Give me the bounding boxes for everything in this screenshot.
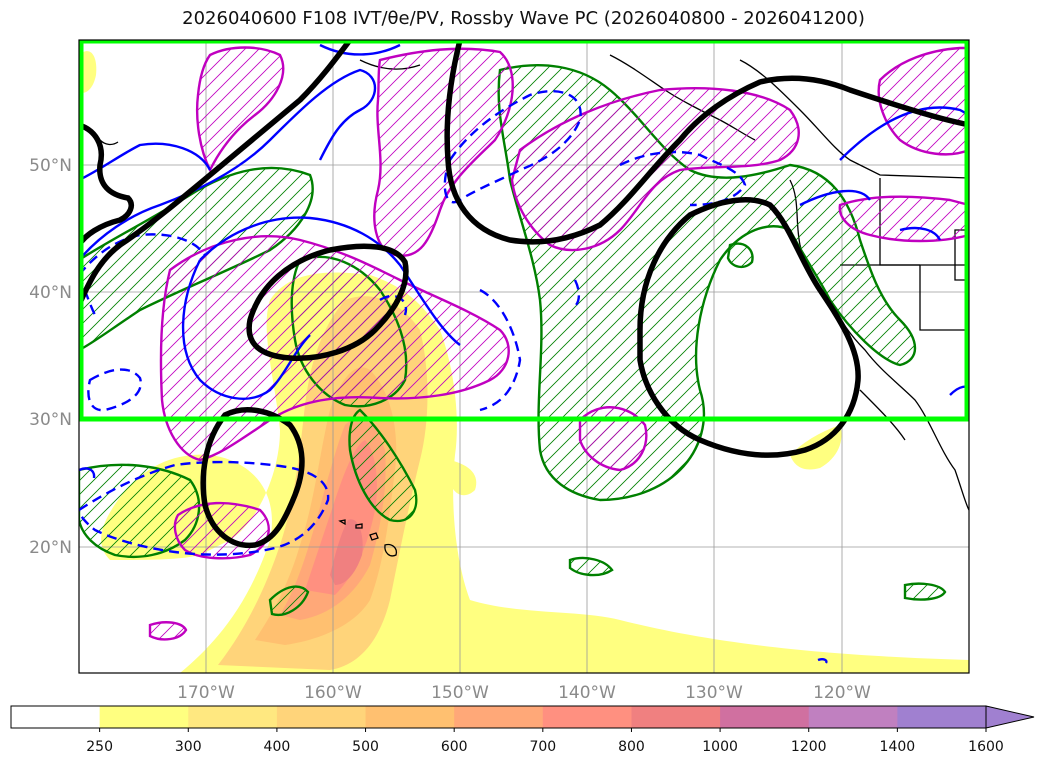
colorbar-cell: [454, 706, 544, 728]
lon-label-120w: 120°W: [813, 683, 871, 703]
colorbar-frame: [10, 705, 987, 729]
colorbar-cell: [897, 706, 987, 728]
colorbar-extend-arrow: [985, 705, 1035, 729]
lon-label-140w: 140°W: [558, 683, 616, 703]
hawaii-islands: [338, 519, 398, 557]
lat-label-40n: 40°N: [29, 283, 72, 303]
colorbar-tick-label: 800: [618, 739, 645, 755]
colorbar-cell: [808, 706, 898, 728]
lon-label-150w: 150°W: [431, 683, 489, 703]
map-panel: [79, 40, 969, 673]
latitude-labels: 50°N 40°N 30°N 20°N: [29, 156, 72, 558]
lat-label-20n: 20°N: [29, 538, 72, 558]
colorbar-cell: [276, 706, 367, 728]
map-frame: [78, 39, 970, 674]
black-contours: [79, 40, 969, 549]
colorbar-tick-label: 400: [264, 739, 291, 755]
colorbar-tick-label: 300: [175, 739, 202, 755]
colorbar-tick-label: 1200: [791, 739, 827, 755]
colorbar: 250 300 400 500 600 700 800 1000 1200 1400 1600: [10, 705, 1035, 755]
colorbar-cell: [720, 706, 810, 728]
colorbar-tick-label: 500: [352, 739, 379, 755]
colorbar-tick-label: 1000: [702, 739, 738, 755]
colorbar-cell: [11, 706, 101, 728]
lat-label-50n: 50°N: [29, 156, 72, 176]
colorbar-cell: [631, 706, 721, 728]
lat-label-30n: 30°N: [29, 410, 72, 430]
colorbar-cell: [188, 706, 278, 728]
colorbar-cell: [99, 706, 189, 728]
longitude-labels: 170°W 160°W 150°W 140°W 130°W 120°W: [177, 683, 871, 703]
colorbar-tick-label: 600: [441, 739, 468, 755]
highlight-box: [79, 40, 969, 422]
colorbar-tick-label: 700: [529, 739, 556, 755]
colorbar-ticks: 250 300 400 500 600 700 800 1000 1200 1400 1600: [86, 728, 1004, 755]
lon-label-170w: 170°W: [177, 683, 235, 703]
lon-label-130w: 130°W: [685, 683, 743, 703]
magenta-hatched-regions: [148, 46, 969, 641]
colorbar-cell: [365, 706, 455, 728]
blue-contours: [79, 43, 969, 664]
map-title: 2026040600 F108 IVT/θe/PV, Rossby Wave P…: [182, 8, 865, 29]
colorbar-tick-label: 250: [86, 739, 113, 755]
colorbar-cells: [11, 706, 987, 728]
colorbar-tick-label: 1400: [880, 739, 916, 755]
lon-label-160w: 160°W: [304, 683, 362, 703]
colorbar-tick-label: 1600: [968, 739, 1004, 755]
colorbar-cell: [542, 706, 632, 728]
